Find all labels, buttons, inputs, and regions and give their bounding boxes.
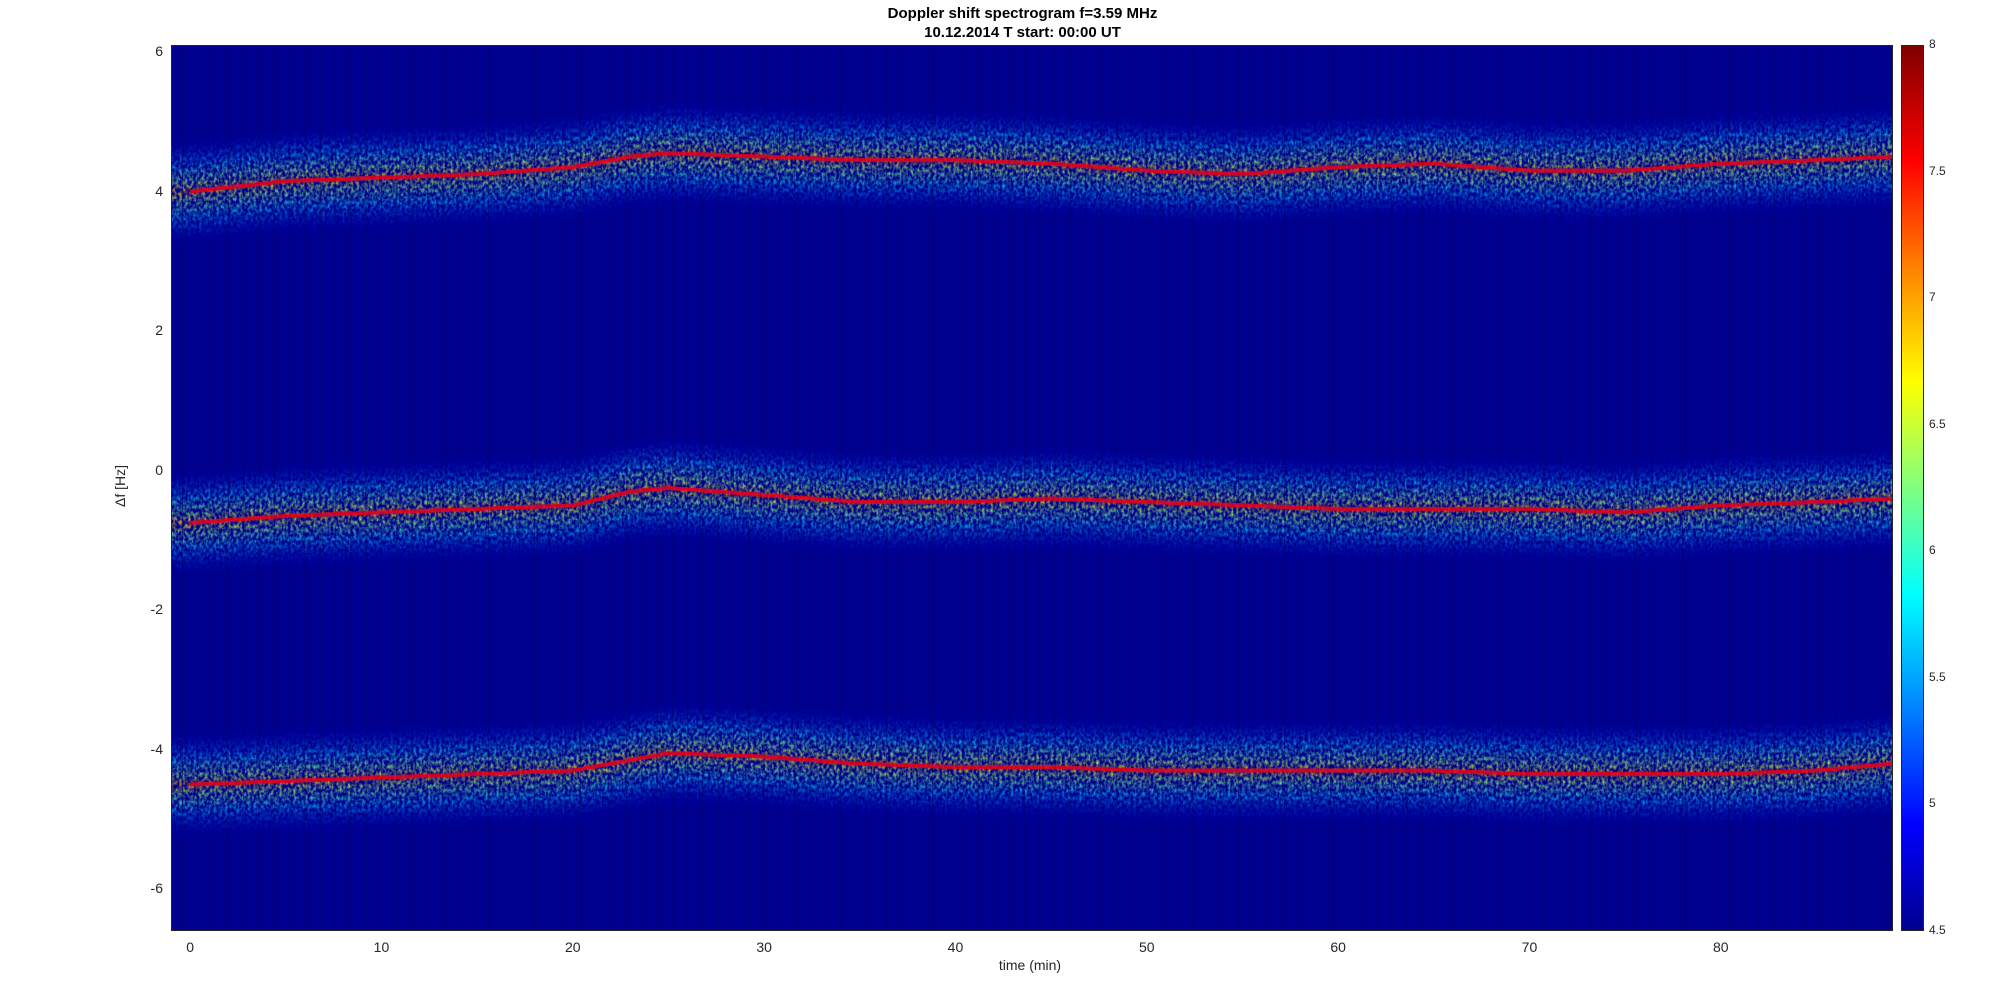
- colorbar-tick-label: 7.5: [1929, 163, 1946, 178]
- x-tick-label: 40: [947, 939, 964, 955]
- x-tick-label: 60: [1330, 939, 1346, 955]
- band-slice: [171, 139, 182, 244]
- doppler-ridge-3: [190, 751, 1893, 787]
- y-axis-label: Δf [Hz]: [112, 464, 128, 508]
- doppler-ridge-2: [189, 486, 1893, 525]
- band-slice: [180, 732, 191, 837]
- band-slice: [171, 470, 182, 576]
- x-tick-label: 30: [756, 939, 772, 955]
- ridge-layer: [189, 151, 1893, 787]
- y-tick-label: 2: [155, 322, 163, 339]
- chart-title: Doppler shift spectrogram f=3.59 MHz: [887, 5, 1158, 22]
- colorbar-tick-label: 4.5: [1929, 923, 1946, 937]
- x-tick-label: 80: [1713, 939, 1729, 955]
- x-tick-label: 70: [1521, 939, 1538, 955]
- y-tick-label: -2: [150, 601, 163, 618]
- y-tick-label: 6: [155, 42, 163, 59]
- colorbar-tick-label: 6: [1929, 543, 1936, 558]
- colorbar-tick-label: 7: [1929, 290, 1936, 305]
- band-slice: [180, 470, 191, 576]
- colorbar-tick-label: 8: [1929, 37, 1936, 51]
- y-tick-label: 0: [155, 461, 163, 478]
- band-slice: [180, 139, 191, 244]
- x-tick-label: 0: [186, 939, 195, 955]
- stripes-layer: [182, 45, 1882, 931]
- plot-frame: [171, 45, 1893, 931]
- spectrogram-plot: [171, 45, 1893, 931]
- y-tick-label: -6: [150, 880, 163, 897]
- chart-subtitle: 10.12.2014 T start: 00:00 UT: [924, 24, 1121, 41]
- colorbar-tick-label: 6.5: [1929, 416, 1946, 431]
- y-tick-label: 4: [155, 182, 163, 199]
- x-tick-label: 50: [1139, 939, 1155, 955]
- colorbar-tick-label: 5: [1929, 796, 1936, 811]
- x-tick-label: 20: [565, 939, 581, 955]
- x-tick-label: 10: [373, 939, 390, 955]
- doppler-ridge-1: [189, 151, 1893, 194]
- y-tick-label: -4: [150, 740, 163, 757]
- band-slice: [171, 732, 182, 837]
- colorbar-tick-label: 5.5: [1929, 669, 1946, 684]
- x-axis-label: time (min): [998, 957, 1062, 973]
- colorbar: [1901, 45, 1924, 931]
